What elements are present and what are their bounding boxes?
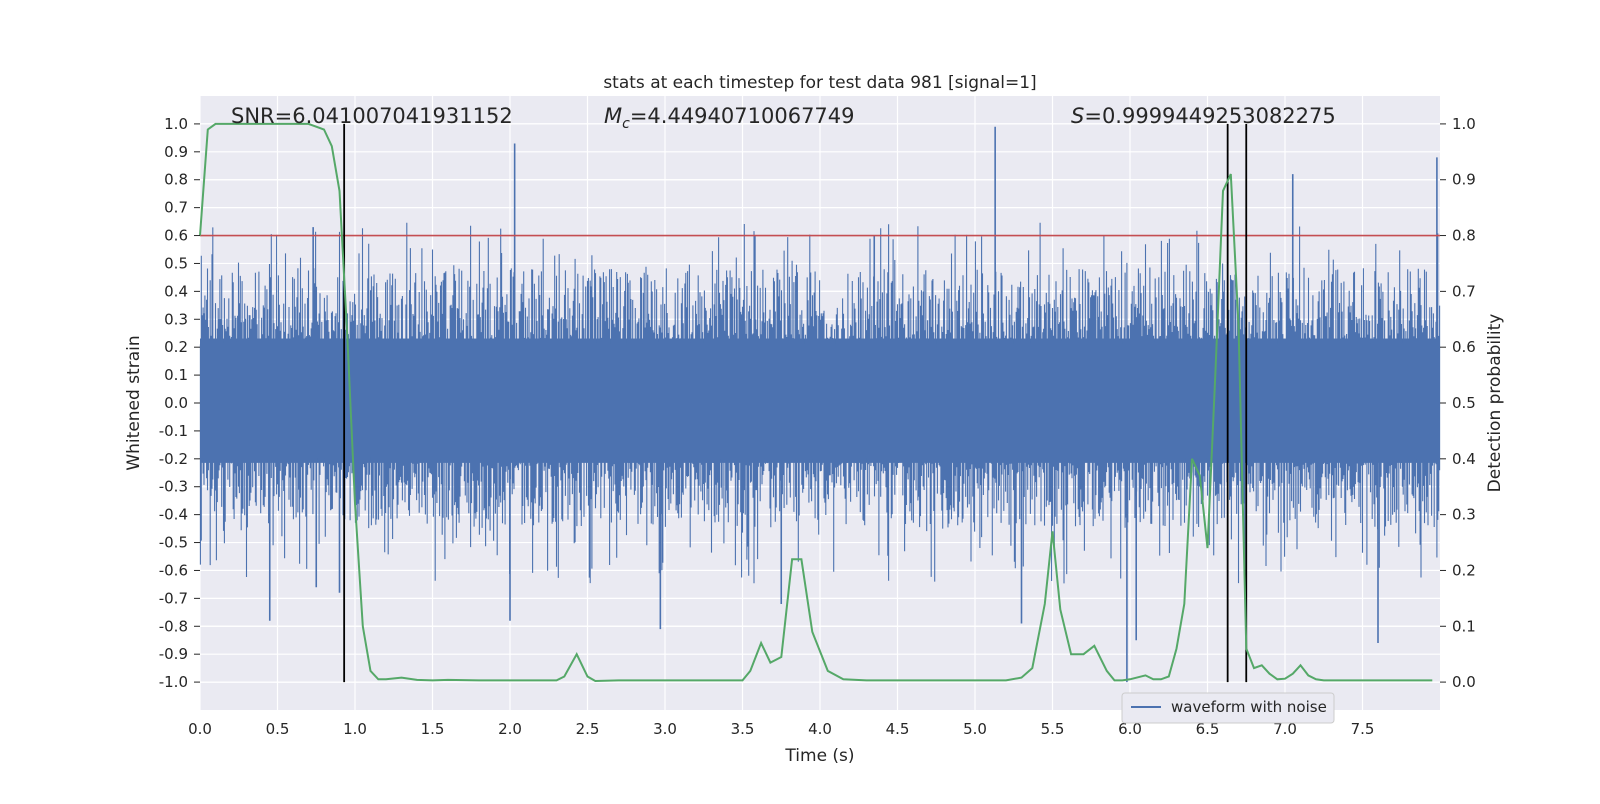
score-symbol: S <box>1071 104 1084 128</box>
waveform-trace <box>199 222 1441 584</box>
score-annotation: S=0.9999449253082275 <box>1071 104 1336 128</box>
x-tick-label: 6.0 <box>1118 720 1142 738</box>
y2-tick-label: 0.6 <box>1452 338 1476 356</box>
y2-tick-label: 0.9 <box>1452 171 1476 189</box>
y-tick-label: 0.6 <box>164 227 188 245</box>
chirp-mass-annotation: Mc=4.44940710067749 <box>604 104 855 132</box>
y-tick-label: -0.5 <box>159 534 188 552</box>
y2-tick-label: 0.3 <box>1452 506 1476 524</box>
x-tick-label: 3.5 <box>731 720 755 738</box>
y2-tick-label: 0.7 <box>1452 282 1476 300</box>
x-tick-label: 7.0 <box>1273 720 1297 738</box>
y-tick-label: -0.6 <box>159 561 188 579</box>
y-tick-label: 0.1 <box>164 366 188 384</box>
y2-tick-label: 0.4 <box>1452 450 1476 468</box>
x-tick-label: 0.5 <box>266 720 290 738</box>
y-tick-label: 0.8 <box>164 171 188 189</box>
x-tick-label: 5.5 <box>1041 720 1065 738</box>
y-tick-label: -0.1 <box>159 422 188 440</box>
y-tick-label: 1.0 <box>164 115 188 133</box>
probability-series-line <box>199 122 1433 683</box>
y-axis-label: Whitened strain <box>124 335 144 470</box>
y2-axis-ticks: 1.0 0.9 0.8 0.7 0.6 0.5 0.4 0.3 0.2 0.1 0.0 <box>1440 115 1476 691</box>
y-tick-label: -1.0 <box>159 673 188 691</box>
y2-tick-label: 0.1 <box>1452 617 1476 635</box>
y-tick-label: 0.0 <box>164 394 188 412</box>
y-tick-label: -0.9 <box>159 645 188 663</box>
x-tick-label: 2.5 <box>576 720 600 738</box>
y-tick-label: -0.7 <box>159 589 188 607</box>
chirp-mass-symbol: M <box>604 104 622 128</box>
score-value: =0.9999449253082275 <box>1084 104 1335 128</box>
legend: waveform with noise <box>1121 692 1335 724</box>
x-tick-label: 4.5 <box>886 720 910 738</box>
y-tick-label: 0.7 <box>164 199 188 217</box>
chart-title: stats at each timestep for test data 981… <box>603 73 1036 93</box>
chirp-mass-value: =4.44940710067749 <box>630 104 855 128</box>
x-tick-label: 7.5 <box>1351 720 1375 738</box>
y-tick-label: -0.4 <box>159 506 188 524</box>
y2-axis-label: Detection probability <box>1485 314 1505 493</box>
x-tick-label: 1.0 <box>343 720 367 738</box>
y2-tick-label: 0.2 <box>1452 561 1476 579</box>
event-markers <box>343 123 1248 683</box>
x-tick-label: 4.0 <box>808 720 832 738</box>
y2-tick-label: 0.8 <box>1452 227 1476 245</box>
plot-area <box>199 122 1441 683</box>
y-tick-label: -0.8 <box>159 617 188 635</box>
y-tick-label: 0.3 <box>164 310 188 328</box>
legend-label-waveform: waveform with noise <box>1171 698 1327 716</box>
y2-tick-label: 1.0 <box>1452 115 1476 133</box>
x-tick-label: 3.0 <box>653 720 677 738</box>
x-tick-label: 2.0 <box>498 720 522 738</box>
y-tick-label: 0.5 <box>164 254 188 272</box>
x-axis-ticks: 0.0 0.5 1.0 1.5 2.0 2.5 3.0 3.5 4.0 4.5 5.0 5.5 6.0 6… <box>188 720 1374 738</box>
y-tick-label: 0.9 <box>164 143 188 161</box>
x-tick-label: 5.0 <box>963 720 987 738</box>
y2-tick-label: 0.5 <box>1452 394 1476 412</box>
legend-box <box>1121 692 1335 724</box>
x-axis-label: Time (s) <box>784 746 854 766</box>
y-tick-label: 0.2 <box>164 338 188 356</box>
y-tick-label: -0.2 <box>159 450 188 468</box>
x-tick-label: 0.0 <box>188 720 212 738</box>
x-tick-label: 6.5 <box>1196 720 1220 738</box>
waveform-series <box>199 126 1441 683</box>
x-tick-label: 1.5 <box>421 720 445 738</box>
y2-tick-label: 0.0 <box>1452 673 1476 691</box>
chirp-mass-subscript: c <box>622 116 630 132</box>
y-tick-label: -0.3 <box>159 478 188 496</box>
y-tick-label: 0.4 <box>164 282 188 300</box>
snr-annotation: SNR=6.041007041931152 <box>231 104 513 128</box>
y-axis-ticks: 1.0 0.9 0.8 0.7 0.6 0.5 0.4 0.3 0.2 0.1 0.0 -0.1 -0.… <box>159 115 200 691</box>
